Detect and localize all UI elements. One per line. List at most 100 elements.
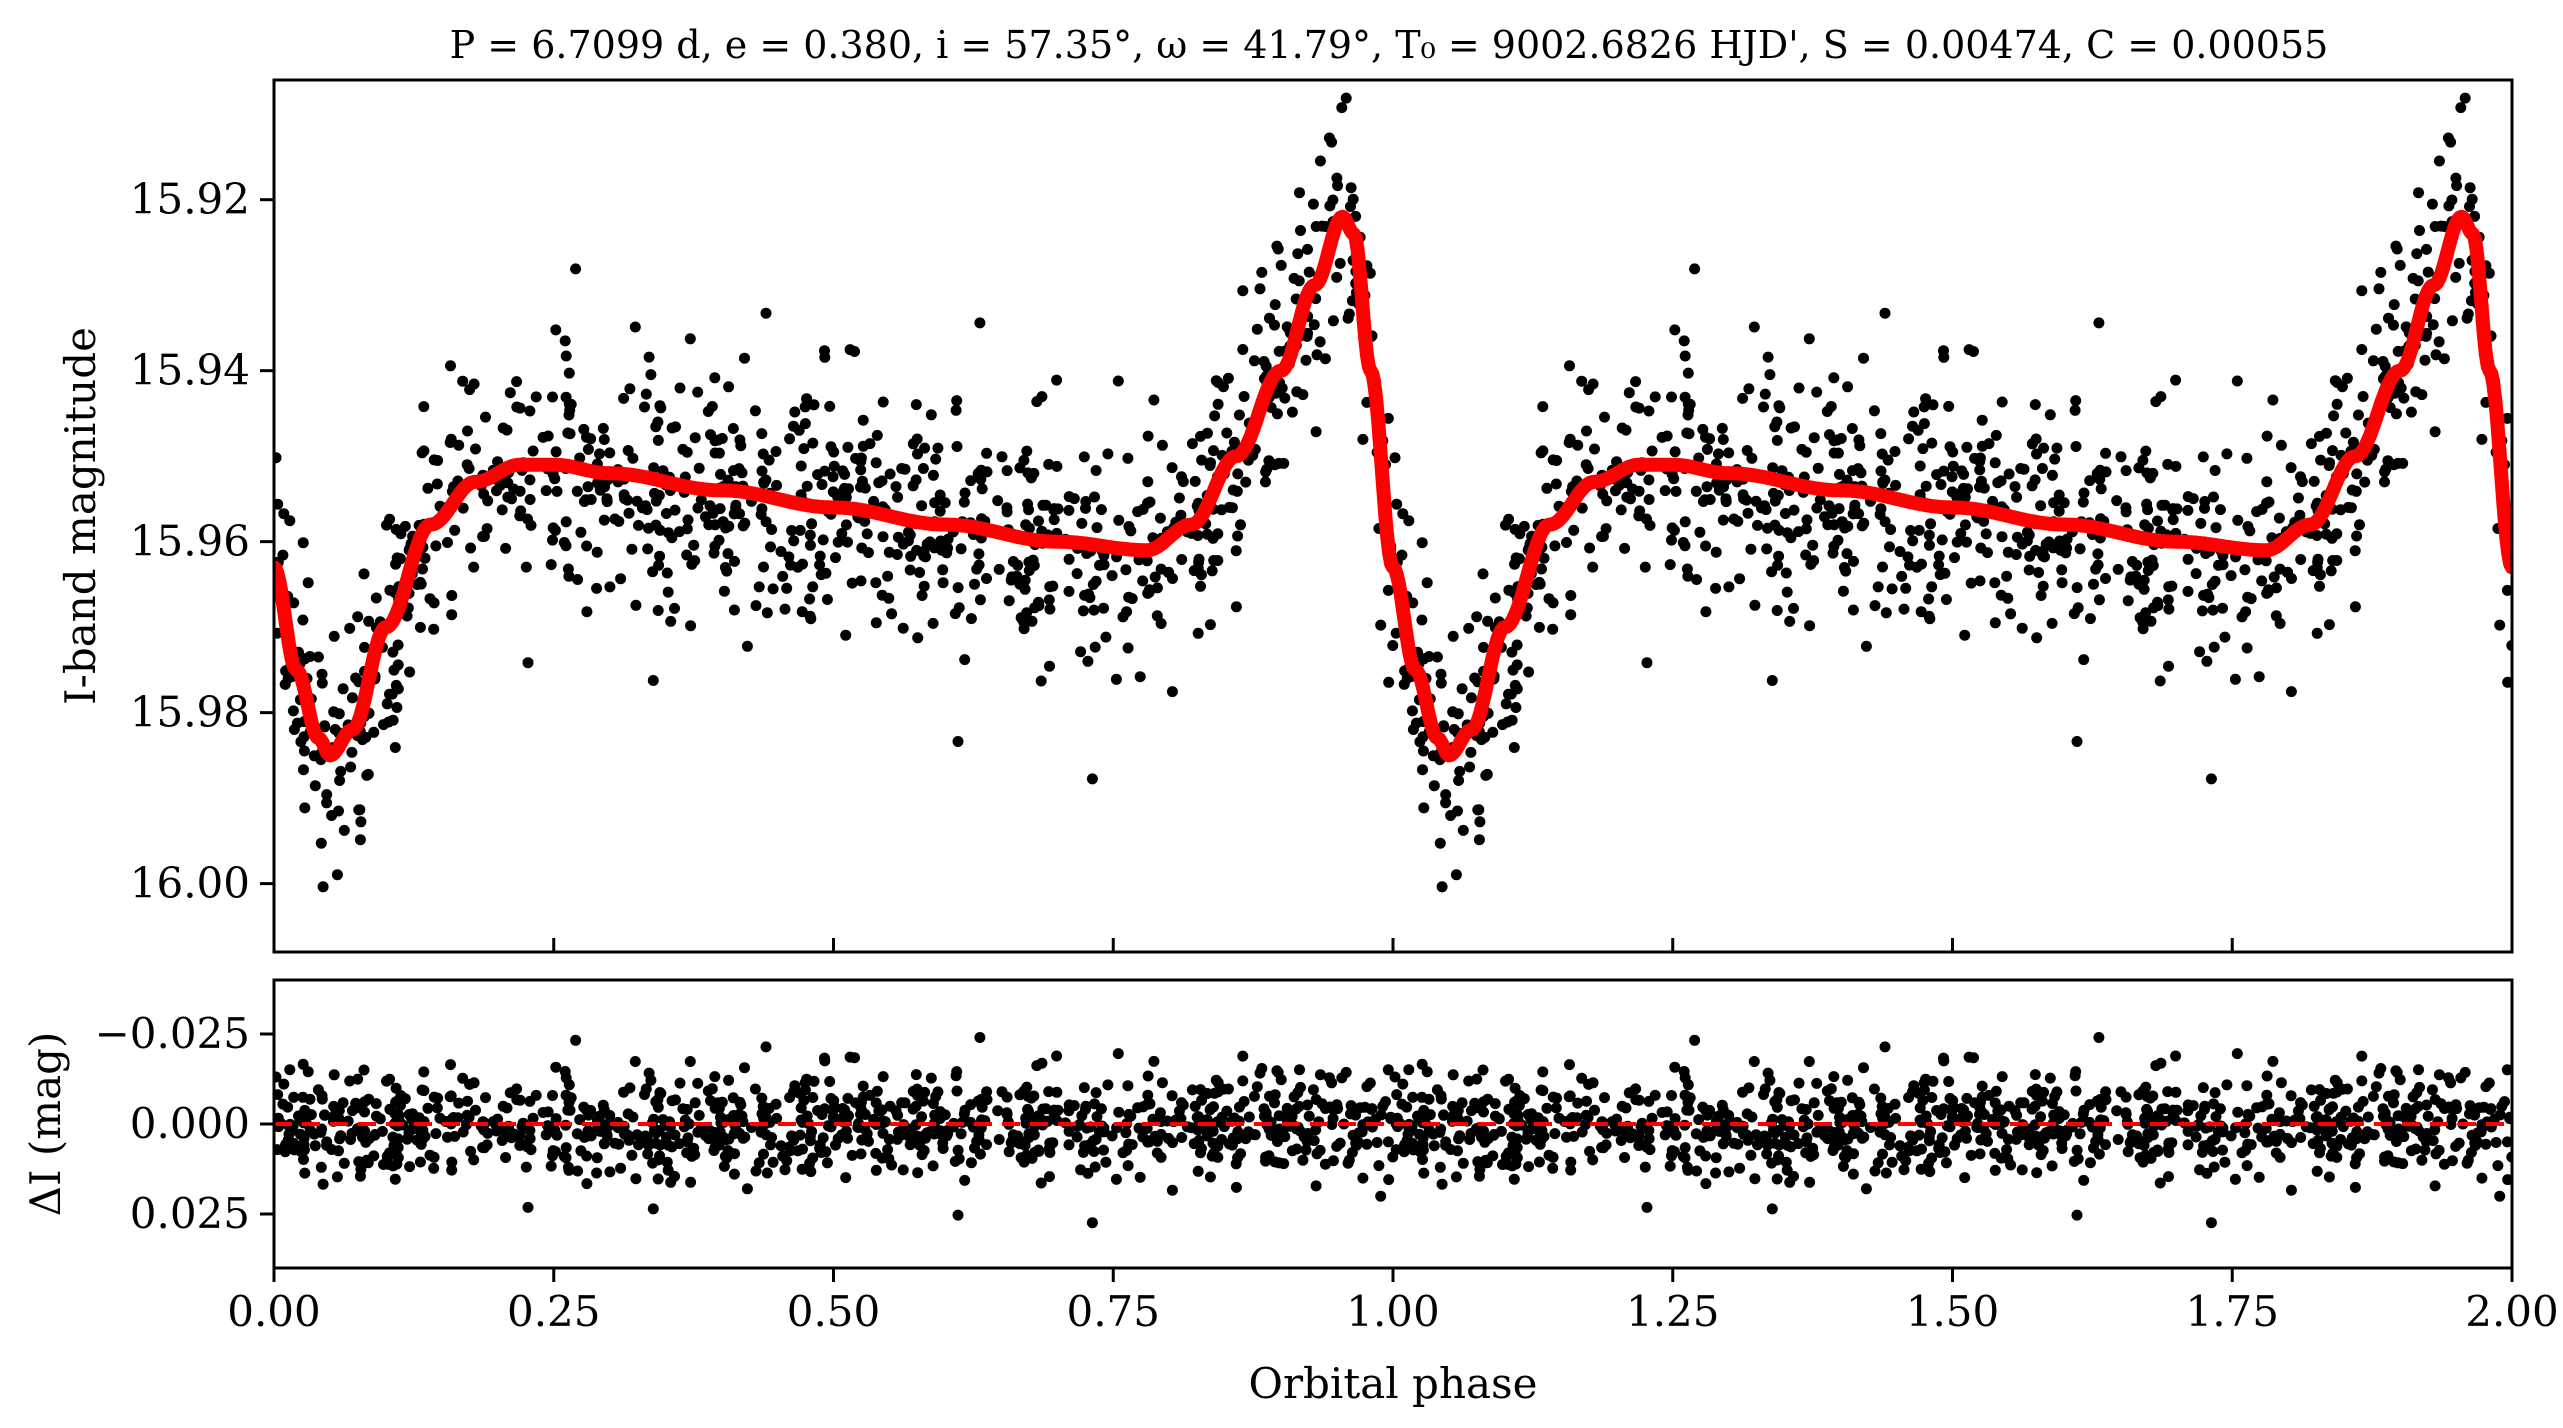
data-point xyxy=(1713,484,1725,496)
data-point xyxy=(870,457,882,469)
data-point xyxy=(416,447,428,459)
residual-point xyxy=(2323,1171,2335,1183)
residual-point xyxy=(2382,1123,2394,1135)
data-point xyxy=(2292,492,2304,504)
residual-point xyxy=(904,1139,916,1151)
data-point xyxy=(1028,467,1040,479)
residual-point xyxy=(1423,1124,1435,1136)
residual-point xyxy=(1090,1087,1102,1099)
data-point xyxy=(1195,569,1207,581)
data-point xyxy=(1875,428,1887,440)
data-point xyxy=(1121,606,1133,618)
residual-point xyxy=(2229,1173,2241,1185)
data-point xyxy=(1926,437,1938,449)
data-point xyxy=(594,448,605,460)
data-point xyxy=(1785,532,1797,544)
data-point xyxy=(1840,565,1852,577)
data-point xyxy=(911,433,923,445)
residual-point xyxy=(2326,1125,2338,1137)
residual-point xyxy=(1828,1133,1840,1145)
residual-point xyxy=(2231,1048,2243,1060)
data-point xyxy=(806,518,818,530)
data-point xyxy=(1538,552,1550,564)
residual-point xyxy=(1646,1112,1658,1124)
residual-point xyxy=(1263,1123,1275,1135)
data-point xyxy=(2285,462,2297,474)
data-point xyxy=(1825,401,1837,412)
data-point xyxy=(1713,448,1724,460)
residual-point xyxy=(1021,1081,1033,1093)
data-point xyxy=(1599,411,1610,423)
residual-point xyxy=(374,1113,386,1125)
residual-point xyxy=(520,1161,532,1173)
residual-point xyxy=(1143,1136,1155,1148)
residual-point xyxy=(1946,1111,1958,1123)
residual-point xyxy=(770,1098,782,1110)
data-point xyxy=(1110,673,1122,685)
residual-point xyxy=(2061,1128,2073,1140)
residual-point xyxy=(1916,1143,1927,1155)
residual-point xyxy=(2093,1148,2105,1160)
residual-point xyxy=(390,1096,402,1108)
data-point xyxy=(2341,372,2353,384)
data-point xyxy=(2202,588,2213,600)
residual-point xyxy=(1710,1152,1722,1164)
data-point xyxy=(2356,344,2368,355)
data-point xyxy=(2314,580,2325,592)
residual-point xyxy=(1382,1064,1394,1076)
data-point xyxy=(550,324,562,336)
residual-point xyxy=(1904,1145,1915,1157)
data-point xyxy=(1088,604,1100,616)
data-point xyxy=(1938,345,1949,357)
residual-point xyxy=(1286,1145,1298,1157)
residual-point xyxy=(1918,1084,1930,1096)
residual-point xyxy=(650,1137,662,1149)
residual-point xyxy=(293,1110,304,1122)
data-point xyxy=(328,706,340,718)
data-point xyxy=(2142,565,2154,576)
data-point xyxy=(1908,406,1920,418)
data-point xyxy=(2267,394,2279,406)
residual-point xyxy=(1294,1064,1305,1076)
residual-point xyxy=(1886,1156,1898,1168)
data-point xyxy=(749,405,761,417)
data-point xyxy=(1800,523,1812,535)
data-point xyxy=(2015,463,2027,474)
bottom-ytick-label: 0.000 xyxy=(130,1099,250,1148)
data-point xyxy=(1018,454,1030,466)
data-point xyxy=(1090,575,1102,587)
residual-point xyxy=(2170,1086,2182,1098)
data-point xyxy=(1192,627,1204,639)
data-point xyxy=(760,474,772,486)
residual-point xyxy=(973,1134,985,1145)
data-point xyxy=(331,869,343,881)
data-point xyxy=(387,646,399,658)
residual-point xyxy=(927,1160,939,1172)
data-point xyxy=(2182,504,2194,516)
data-point xyxy=(1801,514,1813,526)
data-point xyxy=(1397,508,1409,520)
residual-point xyxy=(2100,1086,2112,1098)
residual-point xyxy=(2426,1084,2438,1096)
data-point xyxy=(969,578,980,590)
bottom-ylabel: ΔI (mag) xyxy=(21,1032,70,1217)
data-point xyxy=(2324,457,2335,469)
data-point xyxy=(794,524,806,536)
data-point xyxy=(1063,504,1075,516)
data-point xyxy=(2056,577,2068,589)
data-point xyxy=(1880,607,1892,619)
residual-point xyxy=(653,1154,665,1166)
residual-point xyxy=(1327,1112,1339,1124)
residual-point xyxy=(2480,1138,2492,1150)
data-point xyxy=(1303,266,1315,278)
residual-point xyxy=(480,1092,491,1104)
data-point xyxy=(1278,457,1290,469)
data-point xyxy=(1758,401,1769,413)
residual-point xyxy=(1926,1152,1938,1164)
data-point xyxy=(1226,502,1238,514)
residual-point xyxy=(1812,1109,1824,1121)
data-point xyxy=(801,480,813,492)
data-point xyxy=(1947,460,1959,472)
residual-point xyxy=(718,1160,730,1172)
data-point xyxy=(629,321,641,333)
